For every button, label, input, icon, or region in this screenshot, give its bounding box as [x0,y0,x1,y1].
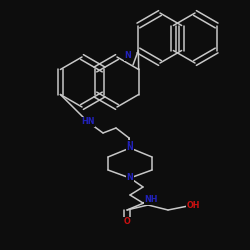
Text: N: N [124,52,132,60]
Text: HN: HN [81,118,95,126]
Text: O: O [124,218,130,226]
Text: N: N [127,140,134,149]
Text: N: N [127,174,134,182]
Text: N: N [127,144,134,152]
Text: OH: OH [186,200,200,209]
Text: NH: NH [144,196,158,204]
